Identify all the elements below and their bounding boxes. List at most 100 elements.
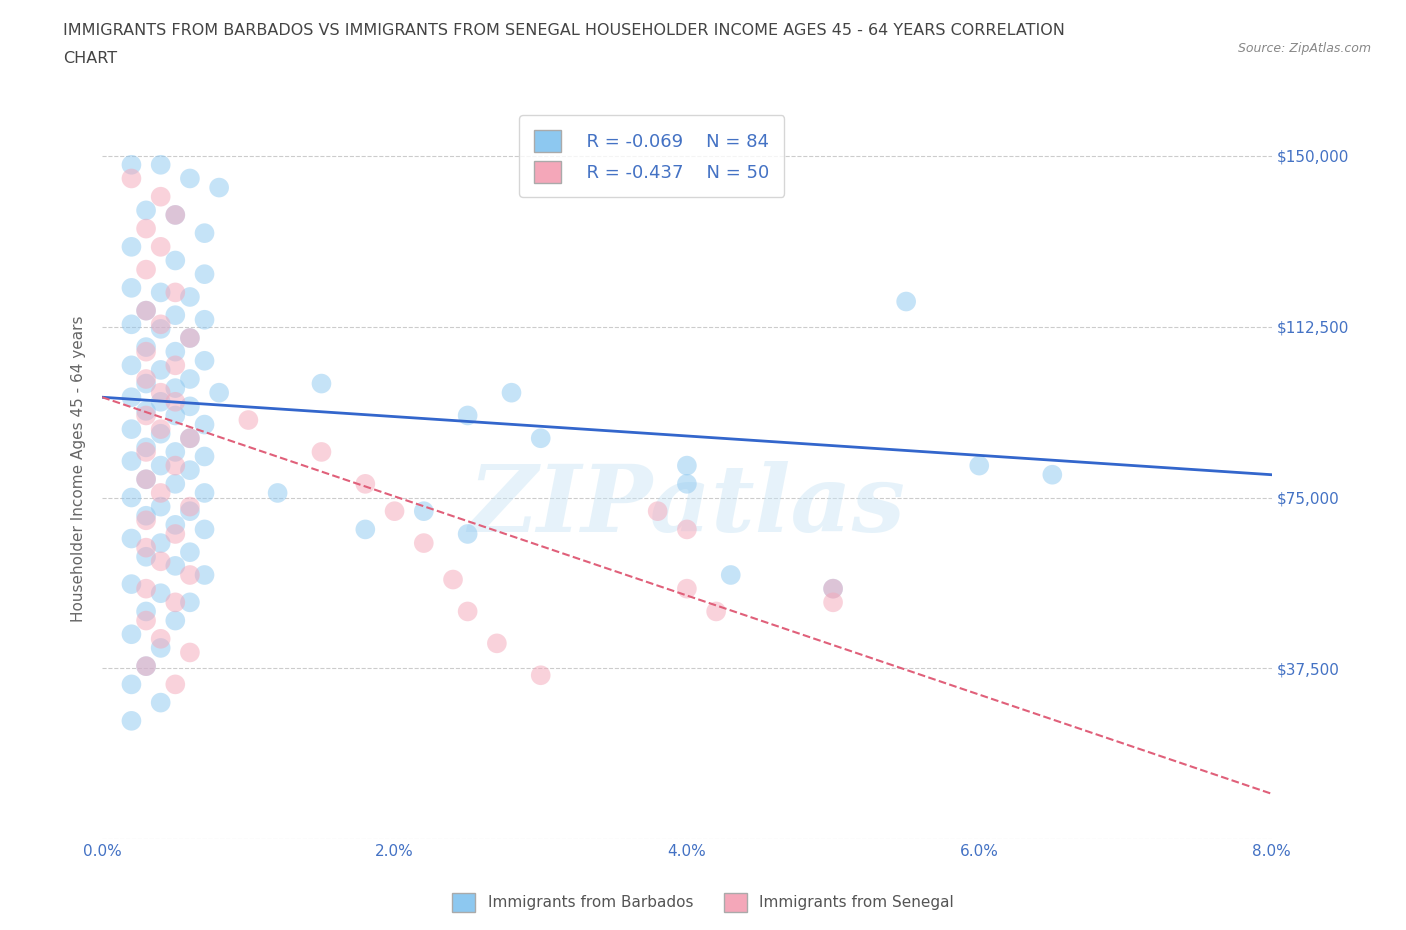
- Point: [193, 267, 215, 282]
- Point: [135, 472, 157, 486]
- Point: [149, 426, 172, 441]
- Text: ZIPatlas: ZIPatlas: [468, 461, 905, 551]
- Point: [135, 658, 157, 673]
- Point: [149, 394, 172, 409]
- Point: [120, 239, 142, 254]
- Point: [311, 376, 333, 391]
- Point: [120, 281, 142, 296]
- Point: [1040, 467, 1063, 482]
- Point: [135, 440, 157, 455]
- Point: [120, 454, 142, 469]
- Point: [720, 567, 742, 582]
- Point: [193, 226, 215, 241]
- Point: [149, 421, 172, 436]
- Point: [165, 285, 187, 299]
- Point: [457, 526, 479, 541]
- Point: [165, 558, 187, 573]
- Point: [149, 322, 172, 337]
- Point: [120, 531, 142, 546]
- Point: [457, 604, 479, 618]
- Point: [967, 458, 990, 473]
- Point: [165, 445, 187, 459]
- Text: CHART: CHART: [63, 51, 117, 66]
- Point: [135, 408, 157, 423]
- Point: [149, 385, 172, 400]
- Point: [354, 522, 377, 537]
- Point: [647, 504, 669, 519]
- Legend: Immigrants from Barbados, Immigrants from Senegal: Immigrants from Barbados, Immigrants fro…: [446, 887, 960, 918]
- Point: [179, 645, 201, 660]
- Point: [120, 713, 142, 728]
- Point: [530, 431, 553, 445]
- Point: [135, 303, 157, 318]
- Point: [266, 485, 288, 500]
- Point: [501, 385, 523, 400]
- Point: [165, 207, 187, 222]
- Point: [149, 695, 172, 710]
- Point: [120, 157, 142, 172]
- Point: [135, 203, 157, 218]
- Point: [193, 449, 215, 464]
- Point: [179, 463, 201, 478]
- Point: [179, 595, 201, 610]
- Point: [135, 262, 157, 277]
- Point: [179, 399, 201, 414]
- Point: [354, 476, 377, 491]
- Point: [457, 408, 479, 423]
- Point: [165, 408, 187, 423]
- Point: [135, 509, 157, 524]
- Point: [135, 445, 157, 459]
- Point: [165, 207, 187, 222]
- Point: [120, 421, 142, 436]
- Point: [135, 303, 157, 318]
- Point: [179, 289, 201, 304]
- Point: [149, 631, 172, 646]
- Point: [149, 485, 172, 500]
- Point: [149, 554, 172, 569]
- Point: [165, 595, 187, 610]
- Point: [135, 658, 157, 673]
- Point: [208, 180, 231, 195]
- Point: [165, 380, 187, 395]
- Point: [179, 330, 201, 345]
- Point: [384, 504, 406, 519]
- Point: [165, 526, 187, 541]
- Point: [135, 550, 157, 565]
- Point: [676, 522, 699, 537]
- Point: [311, 445, 333, 459]
- Point: [135, 339, 157, 354]
- Point: [441, 572, 464, 587]
- Point: [179, 330, 201, 345]
- Point: [165, 308, 187, 323]
- Point: [823, 595, 845, 610]
- Point: [120, 677, 142, 692]
- Point: [193, 353, 215, 368]
- Point: [676, 581, 699, 596]
- Point: [676, 458, 699, 473]
- Point: [676, 476, 699, 491]
- Point: [179, 431, 201, 445]
- Point: [135, 376, 157, 391]
- Point: [238, 413, 260, 428]
- Y-axis label: Householder Income Ages 45 - 64 years: Householder Income Ages 45 - 64 years: [72, 316, 86, 622]
- Text: Source: ZipAtlas.com: Source: ZipAtlas.com: [1237, 42, 1371, 55]
- Legend:   R = -0.069    N = 84,   R = -0.437    N = 50: R = -0.069 N = 84, R = -0.437 N = 50: [519, 115, 785, 197]
- Point: [823, 581, 845, 596]
- Point: [120, 577, 142, 591]
- Point: [149, 285, 172, 299]
- Point: [149, 317, 172, 332]
- Point: [179, 504, 201, 519]
- Point: [894, 294, 917, 309]
- Point: [412, 504, 434, 519]
- Point: [165, 344, 187, 359]
- Point: [135, 604, 157, 618]
- Point: [135, 344, 157, 359]
- Point: [193, 418, 215, 432]
- Point: [149, 641, 172, 656]
- Point: [165, 458, 187, 473]
- Point: [530, 668, 553, 683]
- Point: [193, 485, 215, 500]
- Point: [165, 394, 187, 409]
- Point: [120, 490, 142, 505]
- Point: [120, 627, 142, 642]
